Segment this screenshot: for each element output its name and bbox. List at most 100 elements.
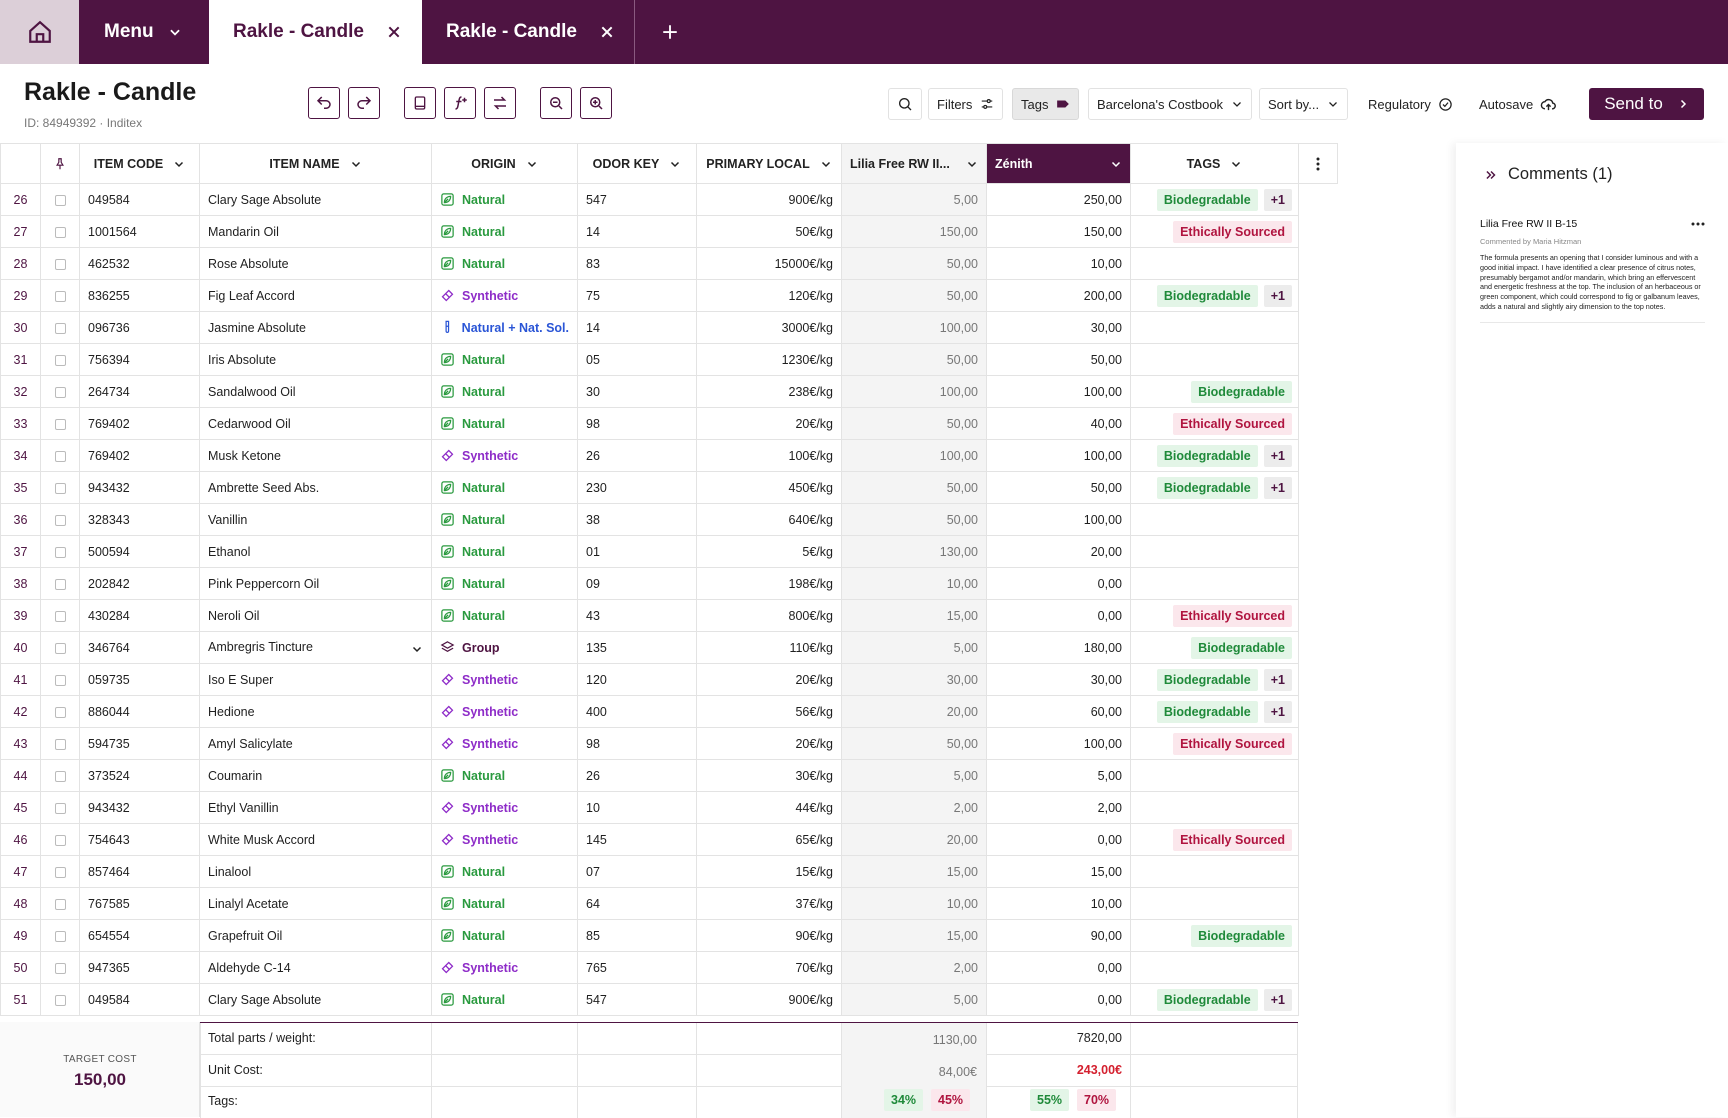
primary-local-cell[interactable]: 1230€/kg	[696, 343, 842, 376]
odor-key-cell[interactable]: 30	[577, 375, 697, 408]
row-checkbox[interactable]	[54, 514, 66, 526]
tags-cell[interactable]: Ethically Sourced	[1130, 215, 1299, 248]
zenith-cell[interactable]: 0,00	[986, 951, 1131, 984]
row-checkbox[interactable]	[54, 898, 66, 910]
primary-local-cell[interactable]: 238€/kg	[696, 375, 842, 408]
odor-key-cell[interactable]: 43	[577, 599, 697, 632]
primary-local-cell[interactable]: 20€/kg	[696, 663, 842, 696]
table-row[interactable]: 50 947365 Aldehyde C-14 Synthetic 765 70€/kg 2…	[0, 951, 1299, 984]
tags-cell[interactable]	[1130, 503, 1299, 536]
lilia-cell[interactable]: 2,00	[841, 951, 987, 984]
zenith-cell[interactable]: 50,00	[986, 471, 1131, 504]
primary-local-cell[interactable]: 900€/kg	[696, 183, 842, 216]
lilia-cell[interactable]: 100,00	[841, 439, 987, 472]
item-name-cell[interactable]: Ambrette Seed Abs.	[199, 471, 432, 504]
primary-local-cell[interactable]: 56€/kg	[696, 695, 842, 728]
table-row[interactable]: 43 594735 Amyl Salicylate Synthetic 98 20€/kg…	[0, 727, 1299, 760]
odor-key-cell[interactable]: 85	[577, 919, 697, 952]
tags-header[interactable]: TAGS	[1130, 143, 1299, 184]
redo-button[interactable]	[348, 87, 380, 119]
odor-key-cell[interactable]: 64	[577, 887, 697, 920]
zenith-cell[interactable]: 40,00	[986, 407, 1131, 440]
tag-badge[interactable]: Biodegradable	[1156, 476, 1258, 499]
row-checkbox[interactable]	[54, 706, 66, 718]
table-row[interactable]: 35 943432 Ambrette Seed Abs. Natural 230 450€…	[0, 471, 1299, 504]
odor-key-cell[interactable]: 75	[577, 279, 697, 312]
tag-badge[interactable]: Biodegradable	[1156, 668, 1258, 691]
lilia-cell[interactable]: 5,00	[841, 631, 987, 664]
tag-badge[interactable]: Ethically Sourced	[1173, 412, 1292, 435]
table-row[interactable]: 48 767585 Linalyl Acetate Natural 64 37€/kg 10…	[0, 887, 1299, 920]
row-checkbox[interactable]	[54, 194, 66, 206]
origin-cell[interactable]: Synthetic	[431, 663, 578, 696]
close-icon[interactable]	[386, 24, 402, 40]
table-row[interactable]: 42 886044 Hedione Synthetic 400 56€/kg 20,00 60…	[0, 695, 1299, 728]
more-tags-badge[interactable]: +1	[1263, 988, 1292, 1011]
odor-key-cell[interactable]: 01	[577, 535, 697, 568]
home-button[interactable]	[0, 0, 79, 64]
odor-key-cell[interactable]: 14	[577, 311, 697, 344]
row-checkbox[interactable]	[54, 834, 66, 846]
tag-badge[interactable]: Ethically Sourced	[1173, 604, 1292, 627]
item-code-cell[interactable]: 754643	[79, 823, 200, 856]
primary-local-cell[interactable]: 37€/kg	[696, 887, 842, 920]
primary-local-cell[interactable]: 15€/kg	[696, 855, 842, 888]
odor-key-cell[interactable]: 145	[577, 823, 697, 856]
item-name-cell[interactable]: Jasmine Absolute	[199, 311, 432, 344]
primary-local-cell[interactable]: 100€/kg	[696, 439, 842, 472]
more-tags-badge[interactable]: +1	[1263, 284, 1292, 307]
more-tags-badge[interactable]: +1	[1263, 668, 1292, 691]
zenith-cell[interactable]: 150,00	[986, 215, 1131, 248]
origin-cell[interactable]: Synthetic	[431, 695, 578, 728]
item-code-cell[interactable]: 654554	[79, 919, 200, 952]
menu-button[interactable]: Menu	[79, 0, 209, 64]
item-code-cell[interactable]: 769402	[79, 407, 200, 440]
tags-cell[interactable]	[1130, 759, 1299, 792]
origin-cell[interactable]: Group	[431, 631, 578, 664]
tags-cell[interactable]	[1130, 951, 1299, 984]
undo-button[interactable]	[308, 87, 340, 119]
primary-local-cell[interactable]: 900€/kg	[696, 983, 842, 1016]
tags-cell[interactable]: Biodegradable	[1130, 631, 1299, 664]
zenith-cell[interactable]: 0,00	[986, 983, 1131, 1016]
primary-local-cell[interactable]: 90€/kg	[696, 919, 842, 952]
tags-button[interactable]: Tags	[1012, 88, 1080, 120]
row-checkbox[interactable]	[54, 642, 66, 654]
tags-cell[interactable]: Biodegradable	[1130, 919, 1299, 952]
lilia-cell[interactable]: 100,00	[841, 375, 987, 408]
tags-cell[interactable]: Ethically Sourced	[1130, 823, 1299, 856]
odor-key-cell[interactable]: 230	[577, 471, 697, 504]
item-name-cell[interactable]: Cedarwood Oil	[199, 407, 432, 440]
origin-cell[interactable]: Natural	[431, 759, 578, 792]
origin-cell[interactable]: Natural	[431, 503, 578, 536]
more-horizontal-icon[interactable]	[1691, 222, 1705, 226]
item-name-cell[interactable]: Linalool	[199, 855, 432, 888]
origin-cell[interactable]: Natural	[431, 471, 578, 504]
zenith-cell[interactable]: 2,00	[986, 791, 1131, 824]
row-checkbox[interactable]	[54, 386, 66, 398]
origin-cell[interactable]: Synthetic	[431, 279, 578, 312]
lilia-cell[interactable]: 2,00	[841, 791, 987, 824]
item-code-cell[interactable]: 857464	[79, 855, 200, 888]
item-name-cell[interactable]: Ethyl Vanillin	[199, 791, 432, 824]
collapse-panel-icon[interactable]	[1484, 168, 1498, 182]
primary-local-cell[interactable]: 640€/kg	[696, 503, 842, 536]
item-name-cell[interactable]: Musk Ketone	[199, 439, 432, 472]
origin-cell[interactable]: Natural	[431, 247, 578, 280]
tags-cell[interactable]	[1130, 311, 1299, 344]
origin-cell[interactable]: Natural	[431, 535, 578, 568]
tag-badge[interactable]: Biodegradable	[1191, 636, 1292, 659]
tags-cell[interactable]: Biodegradable +1	[1130, 471, 1299, 504]
table-row[interactable]: 29 836255 Fig Leaf Accord Synthetic 75 120€/k…	[0, 279, 1299, 312]
zenith-cell[interactable]: 180,00	[986, 631, 1131, 664]
item-name-cell[interactable]: Ethanol	[199, 535, 432, 568]
tag-badge[interactable]: Biodegradable	[1156, 700, 1258, 723]
primary-local-cell[interactable]: 20€/kg	[696, 407, 842, 440]
lilia-cell[interactable]: 50,00	[841, 247, 987, 280]
item-name-header[interactable]: ITEM NAME	[199, 143, 432, 184]
table-row[interactable]: 30 096736 Jasmine Absolute Natural + Nat. S…	[0, 311, 1299, 344]
tags-cell[interactable]: Biodegradable +1	[1130, 183, 1299, 216]
item-code-cell[interactable]: 328343	[79, 503, 200, 536]
odor-key-cell[interactable]: 765	[577, 951, 697, 984]
table-row[interactable]: 27 1001564 Mandarin Oil Natural 14 50€/kg 150,…	[0, 215, 1299, 248]
